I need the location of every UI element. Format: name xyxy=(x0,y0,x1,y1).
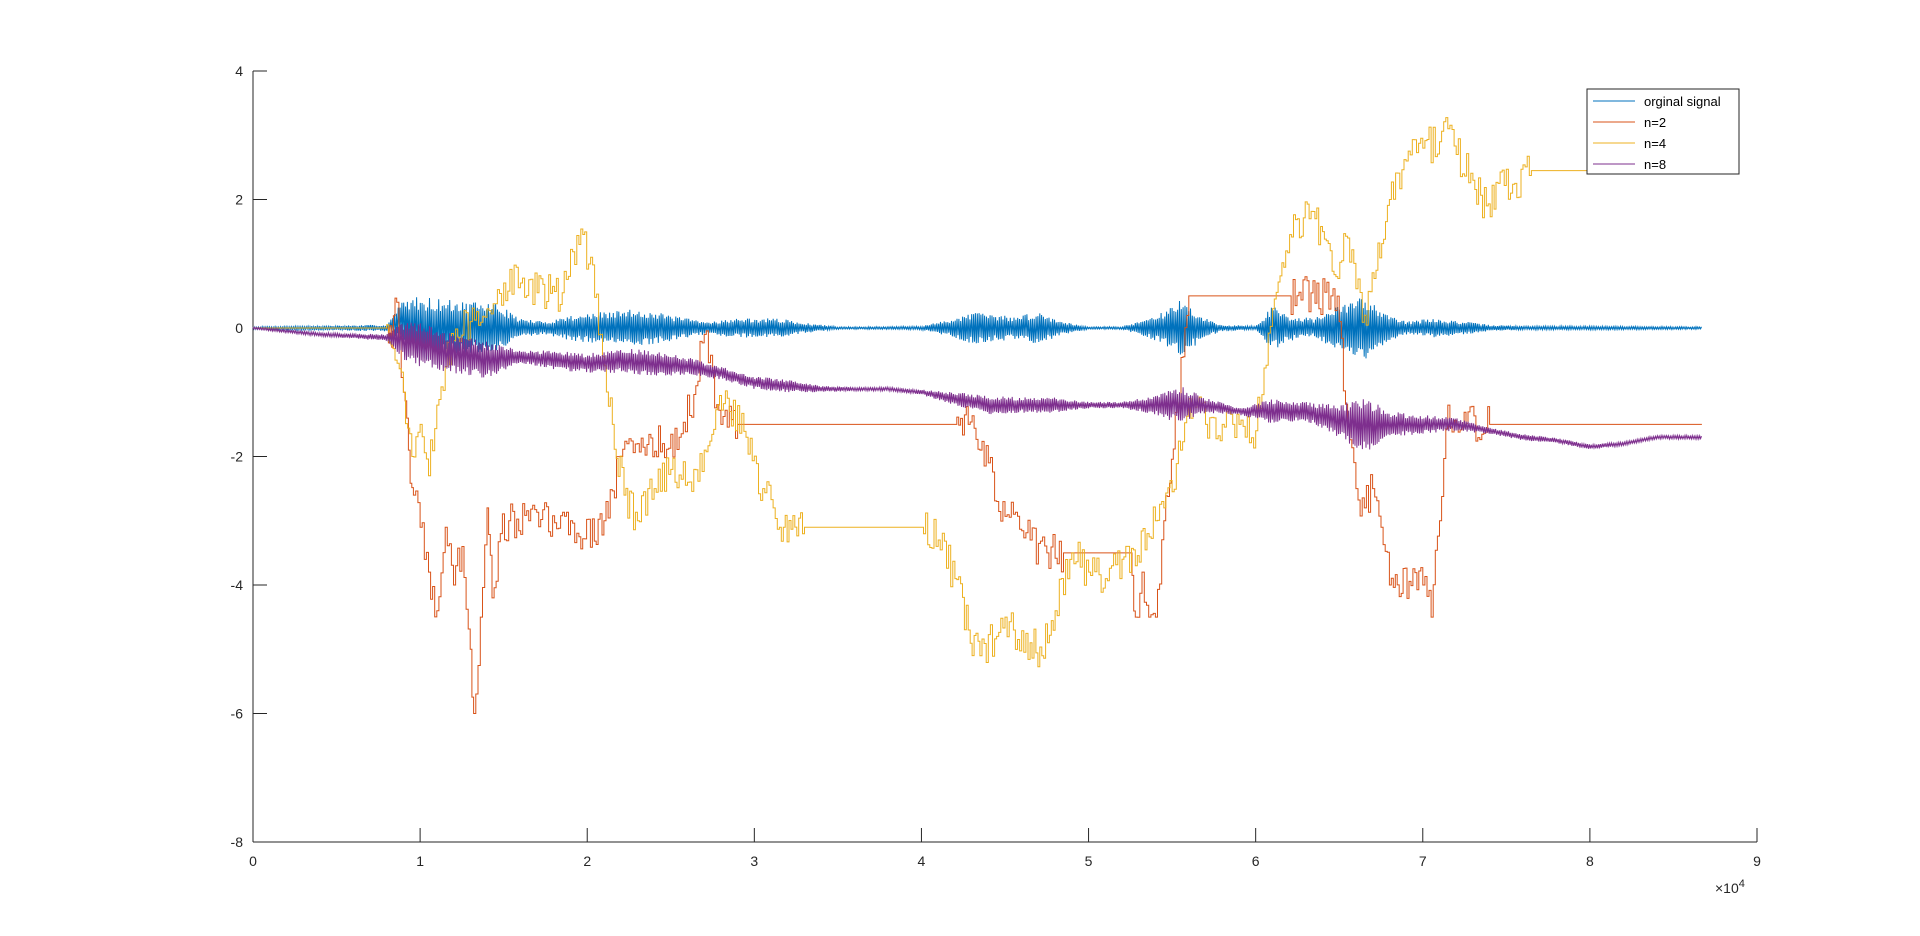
legend-entry: n=4 xyxy=(1644,136,1666,151)
plot-area xyxy=(252,117,1702,714)
y-tick-label: 2 xyxy=(235,192,243,208)
x-tick-label: 5 xyxy=(1085,853,1093,869)
y-tick-label: -2 xyxy=(231,449,244,465)
x-tick-label: 2 xyxy=(583,853,591,869)
y-tick-label: 0 xyxy=(235,320,243,336)
x-exponent-base: ×10 xyxy=(1715,880,1739,896)
y-tick-label: -4 xyxy=(231,577,244,593)
x-tick-label: 9 xyxy=(1753,853,1761,869)
legend-entry: n=2 xyxy=(1644,115,1666,130)
x-tick-label: 0 xyxy=(249,853,257,869)
legend-entry: orginal signal xyxy=(1644,94,1721,109)
y-axis-ticks: -8 -6 -4 -2 0 2 4 xyxy=(231,63,267,850)
legend: orginal signal n=2 n=4 n=8 xyxy=(1586,88,1740,175)
y-tick-label: 4 xyxy=(235,63,243,79)
x-tick-label: 4 xyxy=(918,853,926,869)
series-line-n-8 xyxy=(252,322,1702,450)
legend-box xyxy=(1586,88,1740,175)
y-tick-label: -8 xyxy=(231,834,244,850)
x-axis-exponent-label: ×104 xyxy=(1715,878,1745,896)
x-axis-ticks: 0 1 2 3 4 5 6 7 8 9 xyxy=(249,828,1761,869)
x-tick-label: 7 xyxy=(1419,853,1427,869)
x-tick-label: 8 xyxy=(1586,853,1594,869)
series-line-orginal-signal xyxy=(252,297,1702,360)
axes-box xyxy=(252,71,1757,843)
y-tick-label: -6 xyxy=(231,706,244,722)
x-tick-label: 3 xyxy=(750,853,758,869)
series-line-n-4 xyxy=(253,117,1590,668)
x-exponent-power: 4 xyxy=(1739,878,1745,890)
x-tick-label: 6 xyxy=(1252,853,1260,869)
x-tick-label: 1 xyxy=(416,853,424,869)
legend-entry: n=8 xyxy=(1644,157,1666,172)
series-line-n-2 xyxy=(253,276,1702,714)
